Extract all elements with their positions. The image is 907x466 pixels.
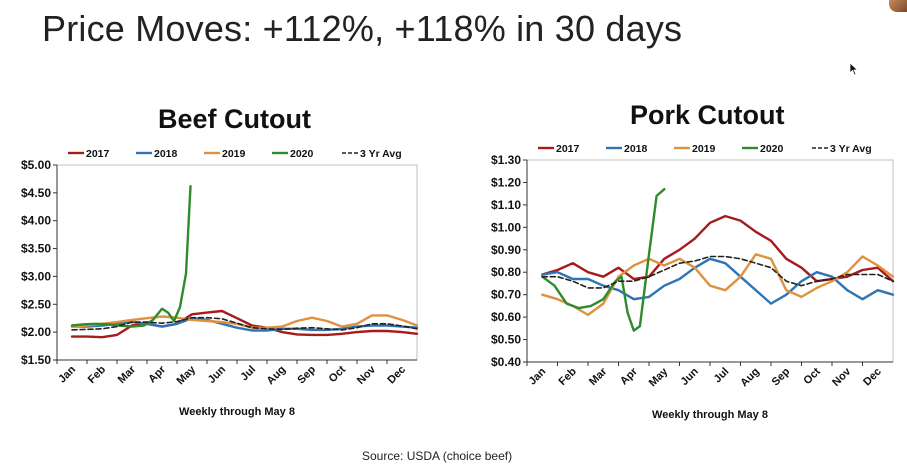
pork-x-tick-label: Jul (712, 366, 732, 386)
pork-legend-label: 2020 (760, 143, 784, 155)
beef-chart-title: Beef Cutout (158, 104, 311, 134)
beef-legend-label: 3 Yr Avg (360, 148, 402, 160)
pork-y-tick-label: $1.30 (491, 153, 521, 167)
source-note: Source: USDA (choice beef) (362, 449, 513, 463)
pork-y-tick-label: $0.70 (491, 288, 521, 302)
pork-legend-label: 2019 (692, 143, 716, 155)
beef-x-axis-label: Weekly through May 8 (179, 406, 295, 418)
pork-series-line-2017 (541, 214, 895, 283)
pork-y-tick-label: $0.50 (491, 333, 521, 347)
pork-plot-area (526, 159, 894, 363)
pork-x-tick-label: Jun (679, 365, 702, 388)
beef-y-tick-label: $5.00 (21, 158, 51, 172)
pork-y-tick-label: $0.80 (491, 265, 521, 279)
pork-x-tick-label: Dec (861, 366, 884, 389)
beef-y-tick-label: $3.00 (21, 269, 51, 283)
beef-y-tick-label: $1.50 (21, 353, 51, 367)
pork-x-tick-label: May (647, 365, 671, 389)
pork-legend-label: 3 Yr Avg (830, 143, 872, 155)
pork-series-line-3-yr-avg (541, 255, 894, 289)
pork-series-line-2020 (541, 188, 666, 332)
pork-x-tick-label: Nov (830, 365, 854, 389)
pork-x-tick-label: Jan (526, 365, 548, 387)
beef-legend-label: 2019 (222, 148, 246, 160)
pork-chart-title: Pork Cutout (630, 100, 785, 130)
pork-legend-label: 2018 (624, 143, 648, 155)
pork-x-axis-label: Weekly through May 8 (652, 409, 768, 421)
pork-x-tick-label: Apr (618, 365, 640, 387)
pork-y-tick-label: $0.90 (491, 243, 521, 257)
beef-legend-label: 2018 (154, 148, 178, 160)
beef-y-tick-label: $4.50 (21, 186, 51, 200)
beef-y-tick-label: $2.50 (21, 297, 51, 311)
pork-x-tick-label: Aug (738, 366, 762, 390)
pork-y-tick-label: $1.10 (491, 198, 521, 212)
mouse-cursor-icon (849, 62, 859, 76)
beef-y-tick-label: $2.00 (21, 325, 51, 339)
beef-series-line-3-yr-avg (71, 316, 418, 331)
presenter-webcam-thumbnail (889, 0, 907, 12)
slide-title: Price Moves: +112%, +118% in 30 days (42, 8, 683, 49)
beef-y-tick-label: $3.50 (21, 242, 51, 256)
pork-y-tick-label: $1.00 (491, 220, 521, 234)
pork-x-tick-label: Oct (801, 365, 823, 387)
pork-x-tick-label: Sep (770, 365, 793, 388)
pork-y-tick-label: $1.20 (491, 175, 521, 189)
pork-legend-label: 2017 (556, 143, 580, 155)
beef-y-tick-label: $4.00 (21, 214, 51, 228)
pork-x-tick-label: Feb (557, 365, 580, 388)
beef-legend-label: 2017 (86, 148, 110, 160)
pork-y-tick-label: $0.60 (491, 310, 521, 324)
beef-legend-label: 2020 (290, 148, 314, 160)
pork-y-tick-label: $0.40 (491, 355, 521, 369)
pork-series-line-2019 (541, 253, 895, 317)
pork-x-tick-label: Mar (587, 365, 610, 388)
pork-series-line-2018 (541, 257, 895, 305)
beef-series-line-2019 (70, 314, 419, 329)
